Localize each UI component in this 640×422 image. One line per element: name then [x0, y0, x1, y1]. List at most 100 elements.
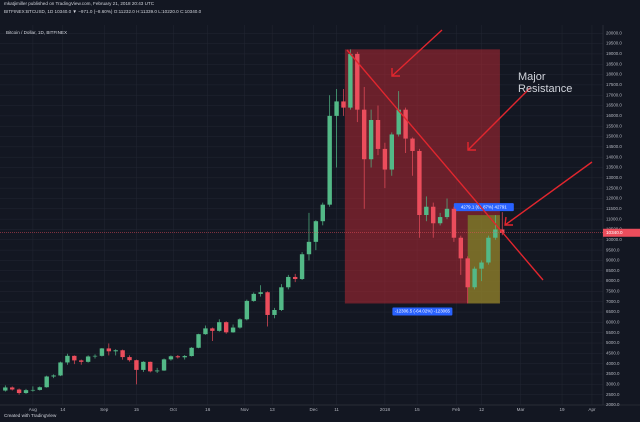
candle-body	[251, 293, 256, 301]
y-tick-label: 13500.0	[606, 165, 622, 170]
publisher: mkatjimiller published on TradingView.co…	[4, 1, 155, 6]
trendline	[346, 49, 544, 281]
candle-body	[44, 376, 49, 388]
candle-body	[382, 148, 388, 170]
candle-body	[313, 221, 319, 242]
candle-body	[51, 375, 56, 377]
candle-body	[65, 355, 70, 363]
candle-body	[279, 287, 284, 310]
x-tick-label: 15	[415, 407, 421, 412]
y-tick-label: 8000.0	[606, 278, 620, 283]
x-tick-label: Oct	[170, 407, 178, 412]
y-tick-label: 14000.0	[606, 154, 622, 159]
candle-body	[223, 322, 229, 333]
arrow-head	[467, 142, 476, 151]
candle-body	[237, 319, 243, 328]
x-tick-label: 11	[334, 407, 339, 412]
y-tick-label: 18500.0	[606, 61, 622, 66]
arrow	[504, 161, 593, 226]
candle-body	[58, 362, 63, 376]
candle-body	[30, 389, 36, 391]
y-tick-label: 19500.0	[606, 41, 622, 46]
candle-body	[292, 276, 298, 280]
candle-body	[113, 350, 118, 352]
ranges: -12306.5 (-64.02%) -123065 4279.1 (61.87%…	[344, 49, 514, 316]
y-tick-label: 9000.0	[606, 258, 620, 263]
x-tick-label: Nov	[240, 407, 249, 412]
annotation: Resistance	[518, 83, 572, 95]
y-tick-label: 4000.0	[606, 361, 620, 366]
candle-body	[16, 389, 22, 394]
annotation: Major	[518, 71, 546, 83]
candle-body	[272, 310, 277, 315]
candle-body	[410, 138, 415, 151]
y-tick-label: 16000.0	[606, 113, 622, 118]
candle-body	[99, 348, 105, 356]
y-tick-label: 15500.0	[606, 123, 622, 128]
candle-body	[85, 356, 91, 362]
drawings	[346, 29, 593, 281]
candle-body	[175, 356, 181, 358]
y-tick-label: 14500.0	[606, 144, 622, 149]
candle-body	[299, 254, 305, 280]
candle-body	[451, 208, 457, 238]
candle-body	[127, 357, 132, 361]
arrow	[391, 29, 443, 77]
y-tick-label: 9500.0	[606, 247, 620, 252]
x-tick-label: Dec	[309, 407, 318, 412]
y-tick-label: 5000.0	[606, 340, 620, 345]
x-tick-label: Sep	[100, 407, 109, 412]
y-tick-label: 12000.0	[606, 196, 622, 201]
y-tick-label: 19000.0	[606, 51, 622, 56]
y-tick-label: 6500.0	[606, 309, 620, 314]
candle-body	[258, 292, 263, 294]
candle-body	[403, 109, 408, 139]
candle-body	[230, 327, 236, 333]
candle-body	[348, 53, 353, 108]
y-tick-label: 12500.0	[606, 185, 622, 190]
y-tick-label: 15000.0	[606, 134, 622, 139]
y-tick-label: 17000.0	[606, 92, 622, 97]
axes: 2000.0 2500.0 3000.0 3500.0 4000.0 4500.0 5000…	[0, 30, 640, 412]
y-tick-label: 7000.0	[606, 299, 620, 304]
candle-body	[320, 204, 325, 222]
y-tick-label: 4500.0	[606, 351, 620, 356]
candle-body	[72, 355, 77, 361]
y-tick-label: 8500.0	[606, 268, 620, 273]
y-tick-label: 16500.0	[606, 103, 622, 108]
candle-body	[465, 258, 470, 288]
candle-body	[458, 237, 464, 259]
candle-body	[361, 109, 367, 160]
candle-body	[196, 334, 201, 348]
x-tick-label: 14	[60, 407, 66, 412]
y-tick-label: 3000.0	[606, 382, 620, 387]
candle-body	[341, 101, 346, 108]
chart-title: Bitcoin / Dollar, 1D, BITFINEX	[6, 30, 67, 35]
candle-body	[417, 150, 422, 215]
candle-body	[23, 390, 29, 394]
candle-body	[306, 241, 312, 255]
candle-body	[486, 237, 491, 263]
y-tick-label: 6000.0	[606, 320, 620, 325]
arrow	[467, 87, 531, 151]
x-tick-label: 2018	[380, 407, 391, 412]
y-tick-label: 17500.0	[606, 82, 622, 87]
range-label-box	[453, 203, 514, 212]
candles	[3, 49, 505, 395]
x-tick-label: 15	[134, 407, 140, 412]
x-tick-label: Feb	[452, 407, 460, 412]
y-tick-label: 3500.0	[606, 371, 620, 376]
candle-body	[327, 115, 332, 205]
footer: Created with TradingView	[4, 413, 57, 418]
y-tick-label: 2500.0	[606, 392, 620, 397]
candle-body	[493, 229, 498, 238]
candle-body	[79, 360, 84, 362]
y-tick-label: 2000.0	[606, 402, 620, 407]
candle-body	[141, 361, 146, 370]
candle-body	[92, 355, 98, 357]
candle-body	[472, 268, 477, 288]
candle-body	[479, 262, 484, 269]
x-tick-label: Apr	[588, 407, 596, 412]
range-label-box	[392, 307, 453, 316]
